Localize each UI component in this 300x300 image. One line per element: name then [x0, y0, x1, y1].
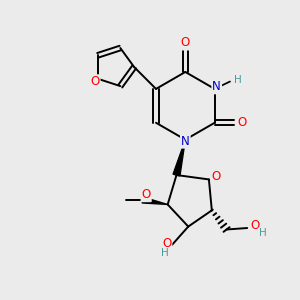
Text: O: O	[142, 188, 151, 201]
Polygon shape	[142, 197, 168, 205]
Polygon shape	[173, 140, 185, 176]
Text: O: O	[181, 36, 190, 49]
Text: O: O	[250, 219, 260, 232]
Text: N: N	[212, 80, 221, 93]
Text: H: H	[161, 248, 169, 258]
Text: O: O	[90, 75, 100, 88]
Text: H: H	[259, 228, 266, 238]
Text: O: O	[212, 170, 221, 183]
Text: H: H	[234, 75, 242, 85]
Text: O: O	[237, 116, 246, 129]
Text: N: N	[181, 135, 190, 148]
Text: O: O	[162, 237, 171, 250]
